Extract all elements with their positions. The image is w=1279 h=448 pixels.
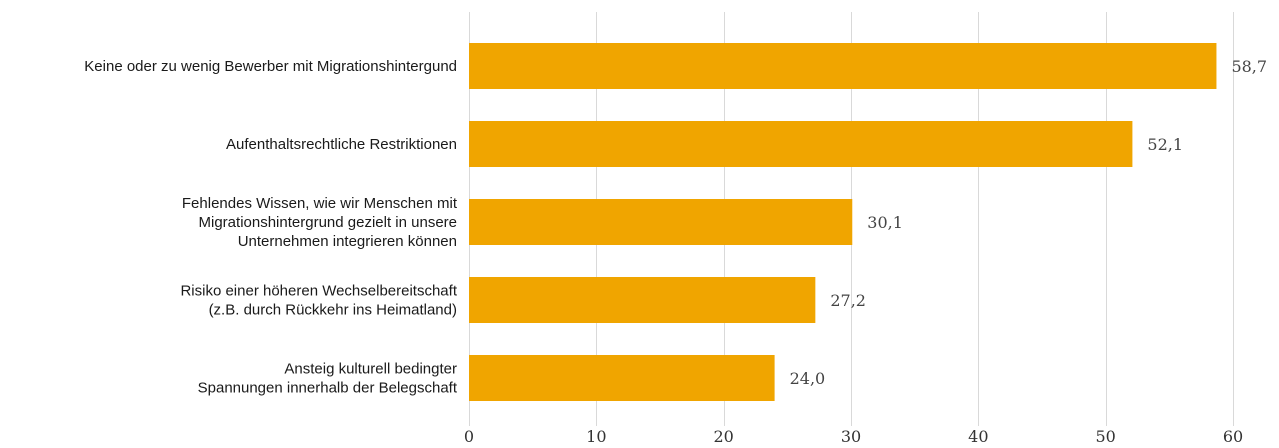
x-tick-label: 50: [1095, 427, 1115, 446]
category-label-line: Risiko einer höheren Wechselbereitschaft: [180, 283, 457, 300]
x-tick-label: 0: [464, 427, 474, 446]
x-tick-label: 20: [713, 427, 733, 446]
category-label-line: Aufenthaltsrechtliche Restriktionen: [226, 136, 457, 153]
value-label: 24,0: [790, 369, 826, 388]
x-tick-label: 30: [841, 427, 861, 446]
category-label-line: Spannungen innerhalb der Belegschaft: [198, 380, 458, 397]
category-label-line: Keine oder zu wenig Bewerber mit Migrati…: [84, 58, 457, 75]
category-labels: Keine oder zu wenig Bewerber mit Migrati…: [84, 58, 458, 397]
category-label: Risiko einer höheren Wechselbereitschaft…: [180, 283, 457, 319]
value-labels: 58,7 52,1 30,1 27,2 24,0: [790, 57, 1267, 388]
x-tick-label: 10: [586, 427, 606, 446]
category-label: Keine oder zu wenig Bewerber mit Migrati…: [84, 58, 457, 75]
category-label: Ansteig kulturell bedingter Spannungen in…: [198, 361, 458, 397]
category-label: Fehlendes Wissen, wie wir Menschen mit Mi…: [182, 195, 458, 250]
category-label: Aufenthaltsrechtliche Restriktionen: [226, 136, 457, 153]
bar: [469, 43, 1217, 89]
value-label: 58,7: [1231, 57, 1267, 76]
category-label-line: Fehlendes Wissen, wie wir Menschen mit: [182, 195, 458, 212]
category-label-line: (z.B. durch Rückkehr ins Heimatland): [209, 302, 457, 319]
bar: [469, 277, 816, 323]
value-label: 30,1: [867, 213, 903, 232]
value-label: 52,1: [1147, 135, 1183, 154]
bar: [469, 199, 853, 245]
x-tick-label: 40: [968, 427, 988, 446]
bar: [469, 121, 1133, 167]
value-label: 27,2: [830, 291, 866, 310]
bars: [469, 43, 1217, 401]
x-axis-tick-labels: 0 10 20 30 40 50 60: [464, 427, 1243, 446]
category-label-line: Migrationshintergrund gezielt in unsere: [199, 214, 457, 231]
bar: [469, 355, 775, 401]
x-tick-label: 60: [1223, 427, 1243, 446]
category-label-line: Unternehmen integrieren können: [238, 233, 457, 250]
category-label-line: Ansteig kulturell bedingter: [284, 361, 457, 378]
